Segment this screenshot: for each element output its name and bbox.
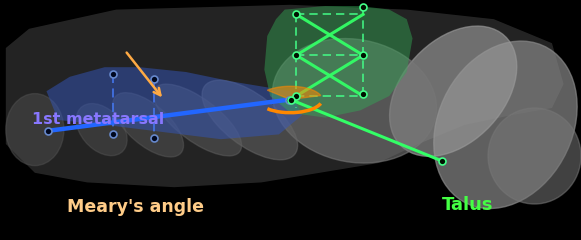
Ellipse shape: [202, 80, 297, 160]
Polygon shape: [46, 67, 302, 139]
Ellipse shape: [113, 93, 184, 157]
Ellipse shape: [153, 84, 242, 156]
Ellipse shape: [434, 41, 577, 209]
Text: Meary's angle: Meary's angle: [67, 198, 204, 216]
Ellipse shape: [390, 26, 517, 156]
Polygon shape: [264, 6, 413, 118]
Ellipse shape: [6, 94, 64, 166]
Polygon shape: [267, 86, 321, 100]
Text: 1st metatarsal: 1st metatarsal: [32, 113, 164, 127]
Ellipse shape: [272, 39, 436, 163]
Ellipse shape: [76, 103, 127, 156]
Ellipse shape: [488, 108, 581, 204]
Polygon shape: [6, 5, 564, 187]
Text: Talus: Talus: [442, 196, 493, 214]
